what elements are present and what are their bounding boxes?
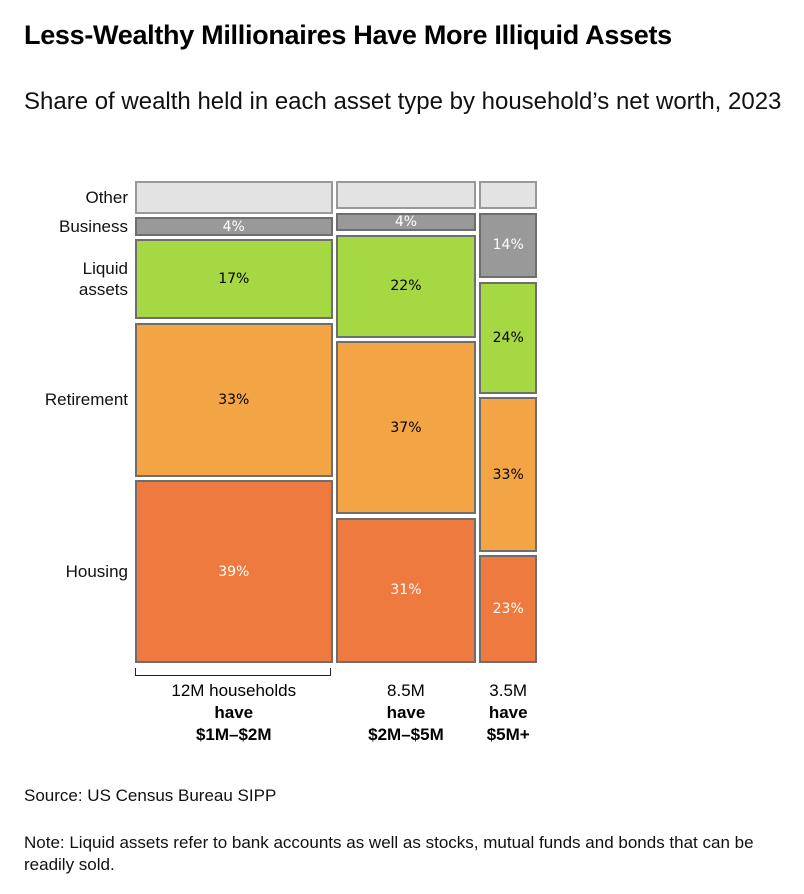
segment-retirement: 33% [479,397,537,552]
segment-business: 4% [336,212,476,232]
data-label: 23% [492,601,524,618]
column-label-mid: have [386,703,426,722]
chart-subtitle: Share of wealth held in each asset type … [24,88,782,115]
row-label: Retirement [44,390,128,410]
row-label: Liquid assets [78,259,128,300]
segment-other [135,181,333,214]
segment-other [479,181,537,210]
column-label: 8.5M have $2M–$5M [296,680,516,746]
segment-liquid-assets: 22% [336,234,476,338]
data-label: 14% [492,237,524,254]
segment-business: 4% [135,217,333,236]
column-label-mid: have [214,703,254,722]
data-label: 4% [394,213,418,230]
data-label: 17% [218,271,250,288]
data-label: 4% [222,218,245,235]
column-label-top: 3.5M [489,681,528,700]
row-label: Housing [65,562,128,582]
data-label: 33% [492,466,524,483]
column-label: 12M households have $1M–$2M [95,680,373,746]
row-label: Business [59,217,128,237]
segment-retirement: 33% [135,322,333,477]
column-label-top: 12M households [171,681,297,700]
segment-liquid-assets: 17% [135,239,333,320]
data-label: 33% [218,391,250,408]
column-label: 3.5M have $5M+ [439,680,577,746]
column-label-bottom: $1M–$2M [195,725,272,744]
segment-housing: 23% [479,555,537,663]
segment-business: 14% [479,212,537,279]
segment-retirement: 37% [336,341,476,515]
data-label: 31% [390,582,422,599]
segment-housing: 31% [336,517,476,663]
data-label: 24% [492,329,524,346]
footnote: Note: Liquid assets refer to bank accoun… [24,833,754,874]
source-note: Source: US Census Bureau SIPP [24,786,277,805]
data-label: 22% [390,278,422,295]
row-label: Other [85,187,128,207]
segment-housing: 39% [135,480,333,663]
data-label: 39% [218,563,250,580]
segment-other [336,181,476,210]
column-label-mid: have [488,703,528,722]
column-label-bottom: $5M+ [486,725,530,744]
column-label-top: 8.5M [387,681,425,700]
data-label: 37% [390,419,422,436]
chart-title: Less-Wealthy Millionaires Have More Illi… [24,20,672,50]
column-label-bottom: $2M–$5M [368,725,444,744]
segment-liquid-assets: 24% [479,281,537,394]
column-bracket [135,668,331,676]
